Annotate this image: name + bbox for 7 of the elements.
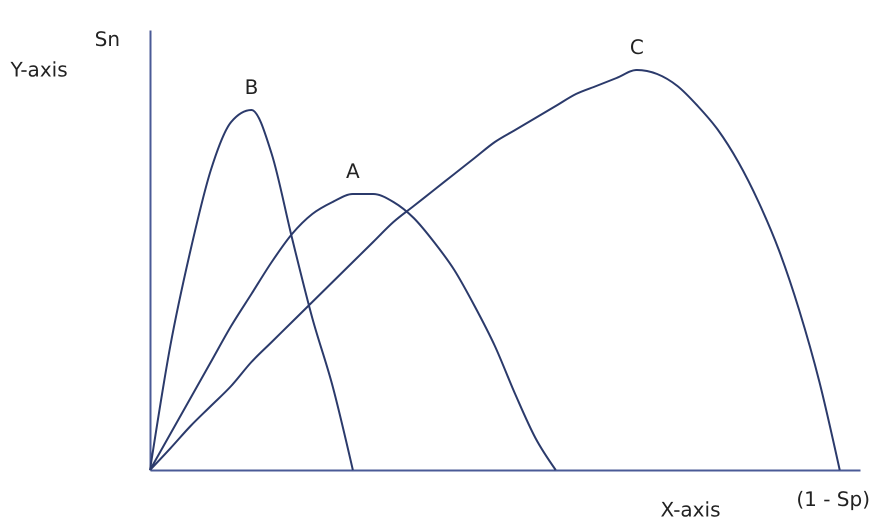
series-label: B (244, 75, 258, 99)
x-axis-title: X-axis (660, 498, 720, 522)
text: (1 - Sp) (796, 487, 870, 511)
series-label: C (630, 35, 644, 59)
series-label: A (346, 159, 360, 183)
y-axis-title: Y-axis (10, 58, 68, 82)
text: Sn (94, 27, 120, 51)
